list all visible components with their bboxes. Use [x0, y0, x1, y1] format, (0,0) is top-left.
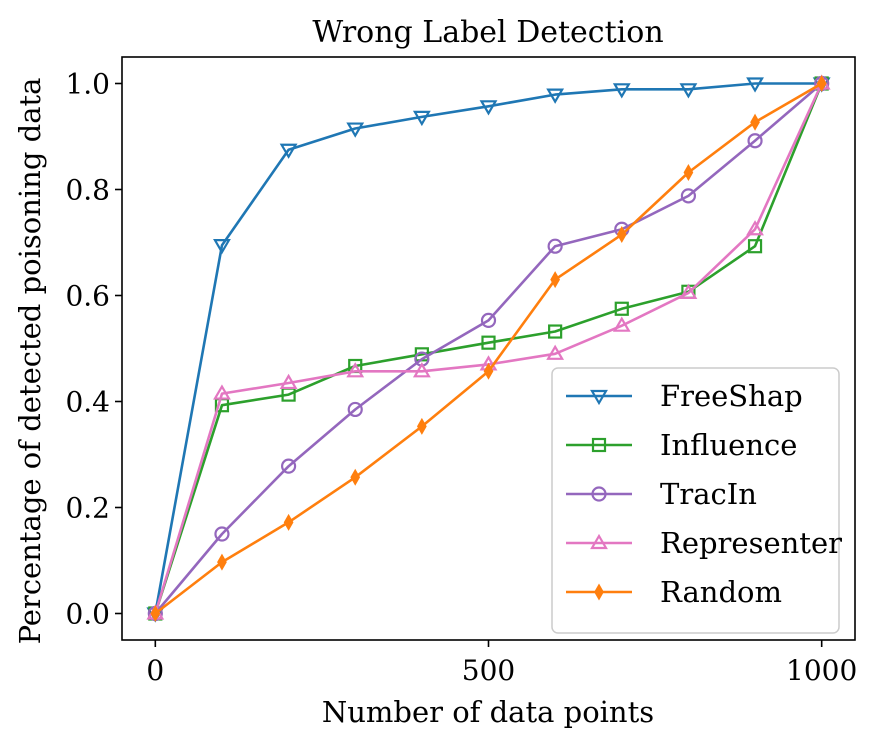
- data-point: [747, 133, 763, 149]
- data-point: [746, 77, 764, 93]
- data-point: [279, 373, 298, 390]
- data-point: [680, 188, 697, 204]
- legend-marker: [594, 583, 604, 601]
- data-point: [416, 417, 427, 435]
- data-point: [279, 143, 298, 159]
- legend-entry: Influence: [566, 428, 797, 462]
- data-point: [747, 239, 763, 254]
- x-tick-label: 0: [146, 654, 164, 687]
- y-tick-label: 0.4: [65, 386, 110, 419]
- legend-entry: Representer: [566, 526, 842, 560]
- x-axis-label: Number of data points: [322, 695, 654, 729]
- data-point: [616, 226, 627, 244]
- legend-marker: [591, 486, 607, 502]
- data-point: [350, 468, 361, 486]
- data-point: [150, 604, 161, 623]
- legend: FreeShap Influence TracIn Representer Random: [551, 367, 842, 634]
- legend-entry: FreeShap: [566, 379, 803, 413]
- data-point: [614, 301, 629, 316]
- data-point: [816, 74, 827, 93]
- data-point: [213, 239, 231, 255]
- data-point: [283, 513, 294, 531]
- data-point: [679, 83, 698, 99]
- data-point: [480, 312, 497, 329]
- data-point: [347, 401, 363, 418]
- legend-marker: [590, 533, 608, 550]
- axes-frame: [121, 56, 856, 641]
- data-point: [481, 335, 496, 350]
- y-tick-label: 0.2: [65, 492, 110, 525]
- data-point: [612, 83, 631, 99]
- legend-label: Random: [660, 575, 782, 609]
- data-point: [679, 283, 698, 299]
- data-point: [546, 88, 565, 104]
- series-line: [154, 83, 823, 614]
- data-point: [412, 110, 431, 127]
- y-axis-label: Percentage of detected poisoning data: [13, 78, 47, 645]
- data-point: [217, 553, 227, 571]
- plot-area: 0 500 1000 0.0 0.2 0.4 0.6 0.8 1.0: [65, 56, 857, 687]
- legend-label: Influence: [660, 428, 797, 462]
- data-point: [479, 100, 498, 116]
- data-point: [412, 362, 431, 378]
- data-point: [214, 526, 230, 542]
- legend-label: TracIn: [660, 477, 757, 511]
- data-point: [483, 362, 494, 380]
- series-line: [154, 82, 823, 615]
- series-random: [150, 74, 827, 623]
- data-point: [346, 122, 365, 138]
- legend-label: Representer: [660, 526, 842, 560]
- x-tick-label: 500: [462, 654, 515, 687]
- data-point: [546, 344, 565, 360]
- y-tick-label: 0.0: [65, 598, 110, 631]
- x-tick-label: 1000: [786, 654, 857, 687]
- data-point: [550, 271, 561, 289]
- legend-entry: Random: [566, 575, 782, 609]
- chart-title: Wrong Label Detection: [312, 15, 663, 50]
- data-point: [746, 220, 764, 236]
- y-tick-label: 0.8: [65, 174, 110, 207]
- legend-entry: TracIn: [566, 477, 757, 511]
- data-point: [280, 458, 297, 474]
- data-point: [213, 384, 231, 400]
- data-point: [612, 316, 631, 332]
- legend-box: [551, 367, 840, 634]
- y-tick-label: 1.0: [65, 68, 110, 101]
- data-point: [548, 324, 563, 339]
- data-point: [547, 238, 563, 254]
- legend-label: FreeShap: [660, 379, 803, 413]
- data-point: [346, 362, 365, 378]
- series-line: [154, 82, 822, 614]
- legend-marker: [591, 437, 607, 453]
- data-point: [750, 113, 760, 131]
- data-point: [683, 164, 694, 182]
- y-tick-label: 0.6: [65, 280, 110, 313]
- legend-marker: [590, 389, 608, 406]
